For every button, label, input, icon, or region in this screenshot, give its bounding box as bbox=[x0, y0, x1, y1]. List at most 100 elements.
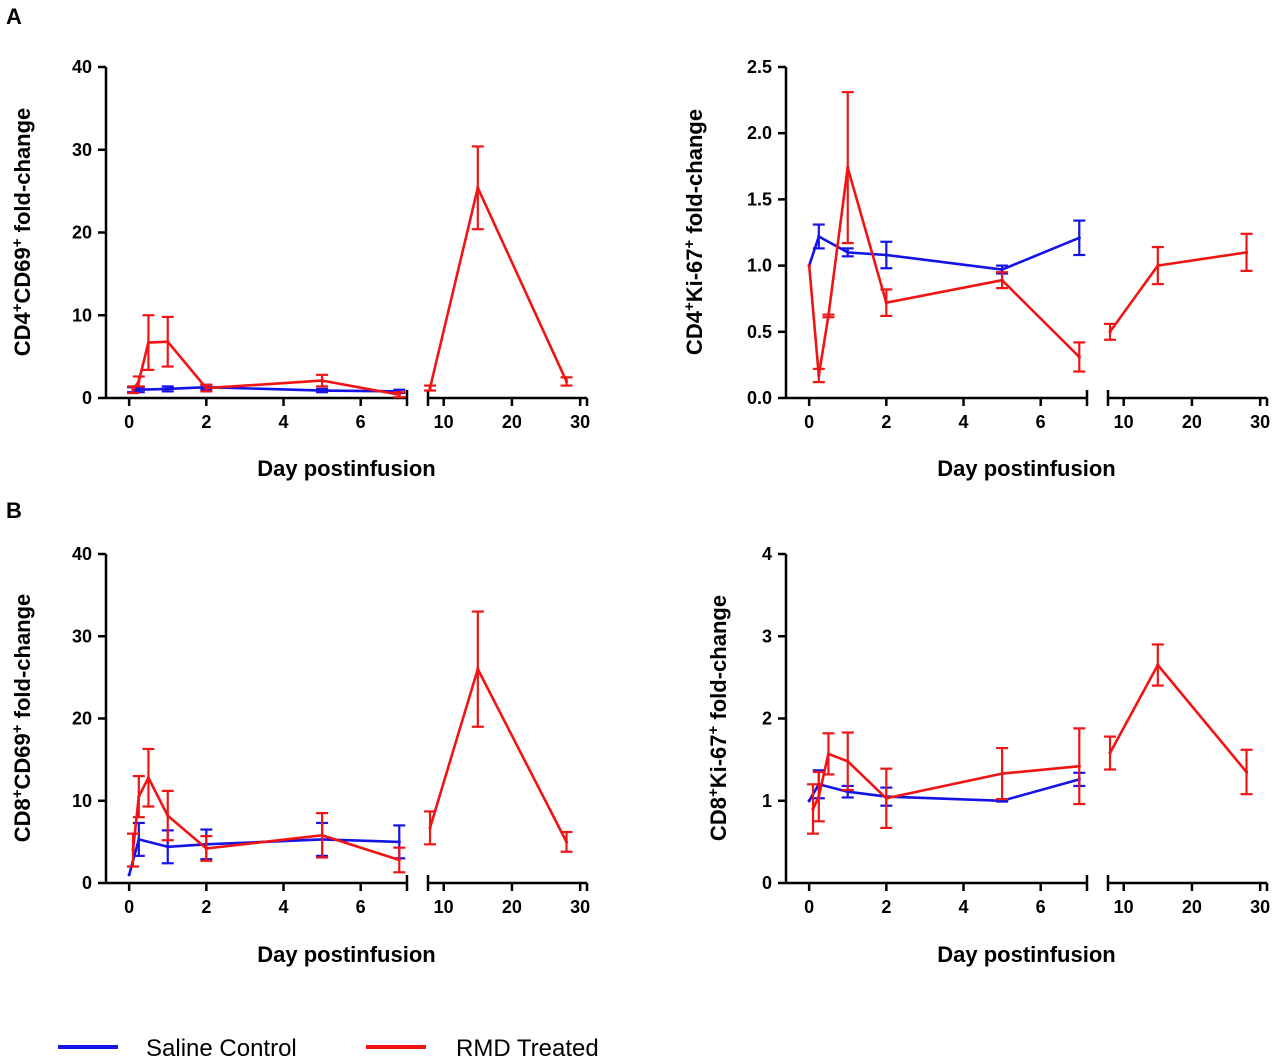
data-point-saline bbox=[166, 387, 170, 391]
y-tick-label: 1 bbox=[762, 791, 772, 811]
x-tick-label: 6 bbox=[356, 897, 366, 917]
data-point-saline bbox=[817, 234, 821, 239]
x-tick-label: 6 bbox=[356, 412, 366, 432]
y-axis-title-part: CD69 bbox=[10, 733, 35, 789]
legend-label-rmd: RMD Treated bbox=[456, 1035, 599, 1060]
data-point-rmd bbox=[137, 379, 141, 384]
data-point-rmd bbox=[131, 848, 135, 852]
y-tick-label: 10 bbox=[72, 791, 92, 811]
data-point-saline bbox=[137, 837, 141, 842]
x-tick-label: 2 bbox=[881, 412, 891, 432]
y-tick-label: 2 bbox=[762, 709, 772, 729]
x-tick-label: 30 bbox=[570, 412, 590, 432]
x-axis-title: Day postinfusion bbox=[937, 942, 1115, 967]
data-point-saline bbox=[166, 845, 170, 849]
data-point-saline bbox=[127, 873, 131, 877]
y-tick-label: 40 bbox=[72, 544, 92, 564]
x-tick-label: 30 bbox=[1250, 412, 1270, 432]
data-point-rmd bbox=[1108, 330, 1112, 334]
series-line-rmd bbox=[811, 752, 1080, 810]
data-point-rmd bbox=[166, 340, 170, 344]
y-tick-label: 1.5 bbox=[747, 189, 772, 209]
x-tick-label: 20 bbox=[1182, 412, 1202, 432]
y-axis-title-superscript: + bbox=[9, 238, 26, 247]
x-tick-label: 4 bbox=[959, 897, 969, 917]
x-tick-label: 30 bbox=[1250, 897, 1270, 917]
x-tick-label: 2 bbox=[201, 897, 211, 917]
data-point-rmd bbox=[1000, 278, 1004, 282]
y-axis-title: CD4+Ki-67+ fold-change bbox=[681, 109, 708, 355]
data-point-rmd bbox=[204, 846, 208, 851]
legend-label-saline: Saline Control bbox=[146, 1035, 297, 1060]
data-point-rmd bbox=[564, 840, 569, 844]
x-tick-label: 4 bbox=[279, 412, 289, 432]
y-tick-label: 2.5 bbox=[747, 57, 772, 77]
y-axis-title: CD8+CD69+ fold-change bbox=[9, 594, 36, 843]
data-point-saline bbox=[397, 840, 401, 844]
panel-label-b: B bbox=[6, 498, 22, 523]
data-point-rmd bbox=[817, 373, 821, 378]
x-tick-label: 10 bbox=[1114, 897, 1134, 917]
data-point-rmd bbox=[811, 807, 815, 811]
data-point-rmd bbox=[884, 796, 888, 800]
x-axis-title: Day postinfusion bbox=[257, 942, 435, 967]
y-axis-title-superscript: + bbox=[681, 239, 698, 248]
y-axis-title-superscript: + bbox=[9, 789, 26, 798]
x-tick-label: 2 bbox=[201, 412, 211, 432]
data-point-saline bbox=[807, 799, 811, 803]
y-axis-title-superscript: + bbox=[681, 302, 698, 311]
y-axis-title-superscript: + bbox=[9, 724, 26, 733]
x-tick-label: 0 bbox=[804, 897, 814, 917]
y-tick-label: 0.0 bbox=[747, 388, 772, 408]
x-axis-title: Day postinfusion bbox=[937, 456, 1115, 481]
y-axis-title-part: fold-change bbox=[10, 108, 35, 239]
y-tick-label: 2.0 bbox=[747, 123, 772, 143]
y-axis-title-part: CD4 bbox=[682, 310, 707, 355]
x-tick-label: 10 bbox=[434, 897, 454, 917]
y-axis-title: CD4+CD69+ fold-change bbox=[9, 108, 36, 357]
x-tick-label: 10 bbox=[434, 412, 454, 432]
x-tick-label: 0 bbox=[124, 412, 134, 432]
y-tick-label: 40 bbox=[72, 57, 92, 77]
data-point-rmd bbox=[146, 776, 151, 780]
x-tick-label: 30 bbox=[570, 897, 590, 917]
data-point-rmd bbox=[131, 388, 135, 392]
data-point-rmd bbox=[1077, 764, 1081, 768]
x-tick-label: 20 bbox=[1182, 897, 1202, 917]
y-axis-title-part: CD4 bbox=[10, 312, 35, 357]
y-tick-label: 20 bbox=[72, 709, 92, 729]
x-tick-label: 0 bbox=[804, 412, 814, 432]
y-axis-title: CD8+Ki-67+ fold-change bbox=[705, 595, 732, 841]
series-line-saline bbox=[807, 235, 1080, 271]
y-tick-label: 0 bbox=[82, 388, 92, 408]
x-tick-label: 10 bbox=[1114, 412, 1134, 432]
data-point-rmd bbox=[320, 379, 324, 383]
y-tick-label: 20 bbox=[72, 223, 92, 243]
data-point-rmd bbox=[1244, 250, 1249, 254]
data-point-rmd bbox=[817, 795, 821, 799]
data-point-saline bbox=[320, 388, 324, 393]
y-tick-label: 30 bbox=[72, 626, 92, 646]
y-axis-title-part: Ki-67 bbox=[682, 248, 707, 302]
y-tick-label: 4 bbox=[762, 544, 772, 564]
series-line-rmd bbox=[1108, 251, 1247, 333]
y-axis-title-part: fold-change bbox=[682, 109, 707, 240]
series-line-rmd bbox=[428, 667, 568, 843]
y-axis-title-part: fold-change bbox=[10, 594, 35, 725]
y-axis-title-part: Ki-67 bbox=[706, 734, 731, 788]
data-point-saline bbox=[884, 253, 888, 257]
y-axis-title-part: CD8 bbox=[706, 797, 731, 841]
data-point-rmd bbox=[204, 386, 208, 390]
y-axis-title-part: fold-change bbox=[706, 595, 731, 726]
x-tick-label: 4 bbox=[279, 897, 289, 917]
data-point-saline bbox=[1077, 236, 1081, 240]
series-line-rmd bbox=[1108, 663, 1248, 773]
y-axis-title-superscript: + bbox=[705, 725, 722, 734]
data-point-saline bbox=[846, 250, 850, 254]
y-tick-label: 3 bbox=[762, 626, 772, 646]
x-tick-label: 4 bbox=[959, 412, 969, 432]
data-point-rmd bbox=[397, 858, 401, 862]
